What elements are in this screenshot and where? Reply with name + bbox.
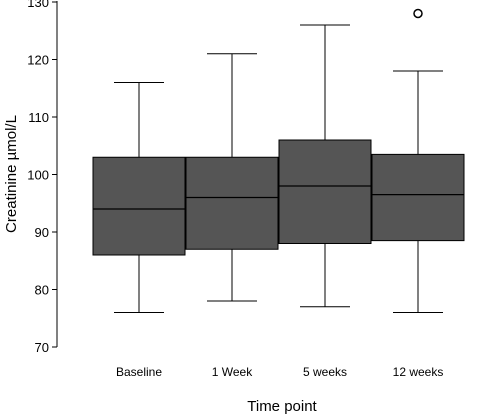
iqr-box (278, 139, 372, 244)
y-tick-label: 70 (35, 340, 49, 355)
iqr-box (185, 156, 279, 250)
box-group (278, 24, 372, 308)
y-tick-label: 130 (27, 0, 49, 10)
y-tick-label: 110 (28, 110, 49, 125)
box-group (185, 53, 279, 302)
iqr-box (371, 153, 465, 242)
box-group (92, 82, 186, 313)
y-axis: 70 80 90 100 110 120 130 (27, 0, 58, 355)
x-axis: Baseline 1 Week 5 weeks 12 weeks (116, 365, 443, 379)
outlier-point (413, 8, 423, 19)
x-tick-label: Baseline (116, 365, 162, 379)
x-tick-label: 5 weeks (303, 365, 347, 379)
x-axis-title: Time point (247, 398, 317, 415)
box-series (92, 8, 465, 313)
x-tick-label: 12 weeks (393, 365, 444, 379)
iqr-box (92, 156, 186, 256)
y-tick-label: 80 (35, 283, 49, 298)
y-tick-label: 90 (35, 225, 49, 240)
y-axis-title: Creatinine µmol/L (3, 115, 20, 233)
box-group (371, 8, 465, 313)
y-tick-label: 100 (27, 168, 49, 183)
y-tick-label: 120 (27, 53, 49, 68)
x-tick-label: 1 Week (212, 365, 253, 379)
